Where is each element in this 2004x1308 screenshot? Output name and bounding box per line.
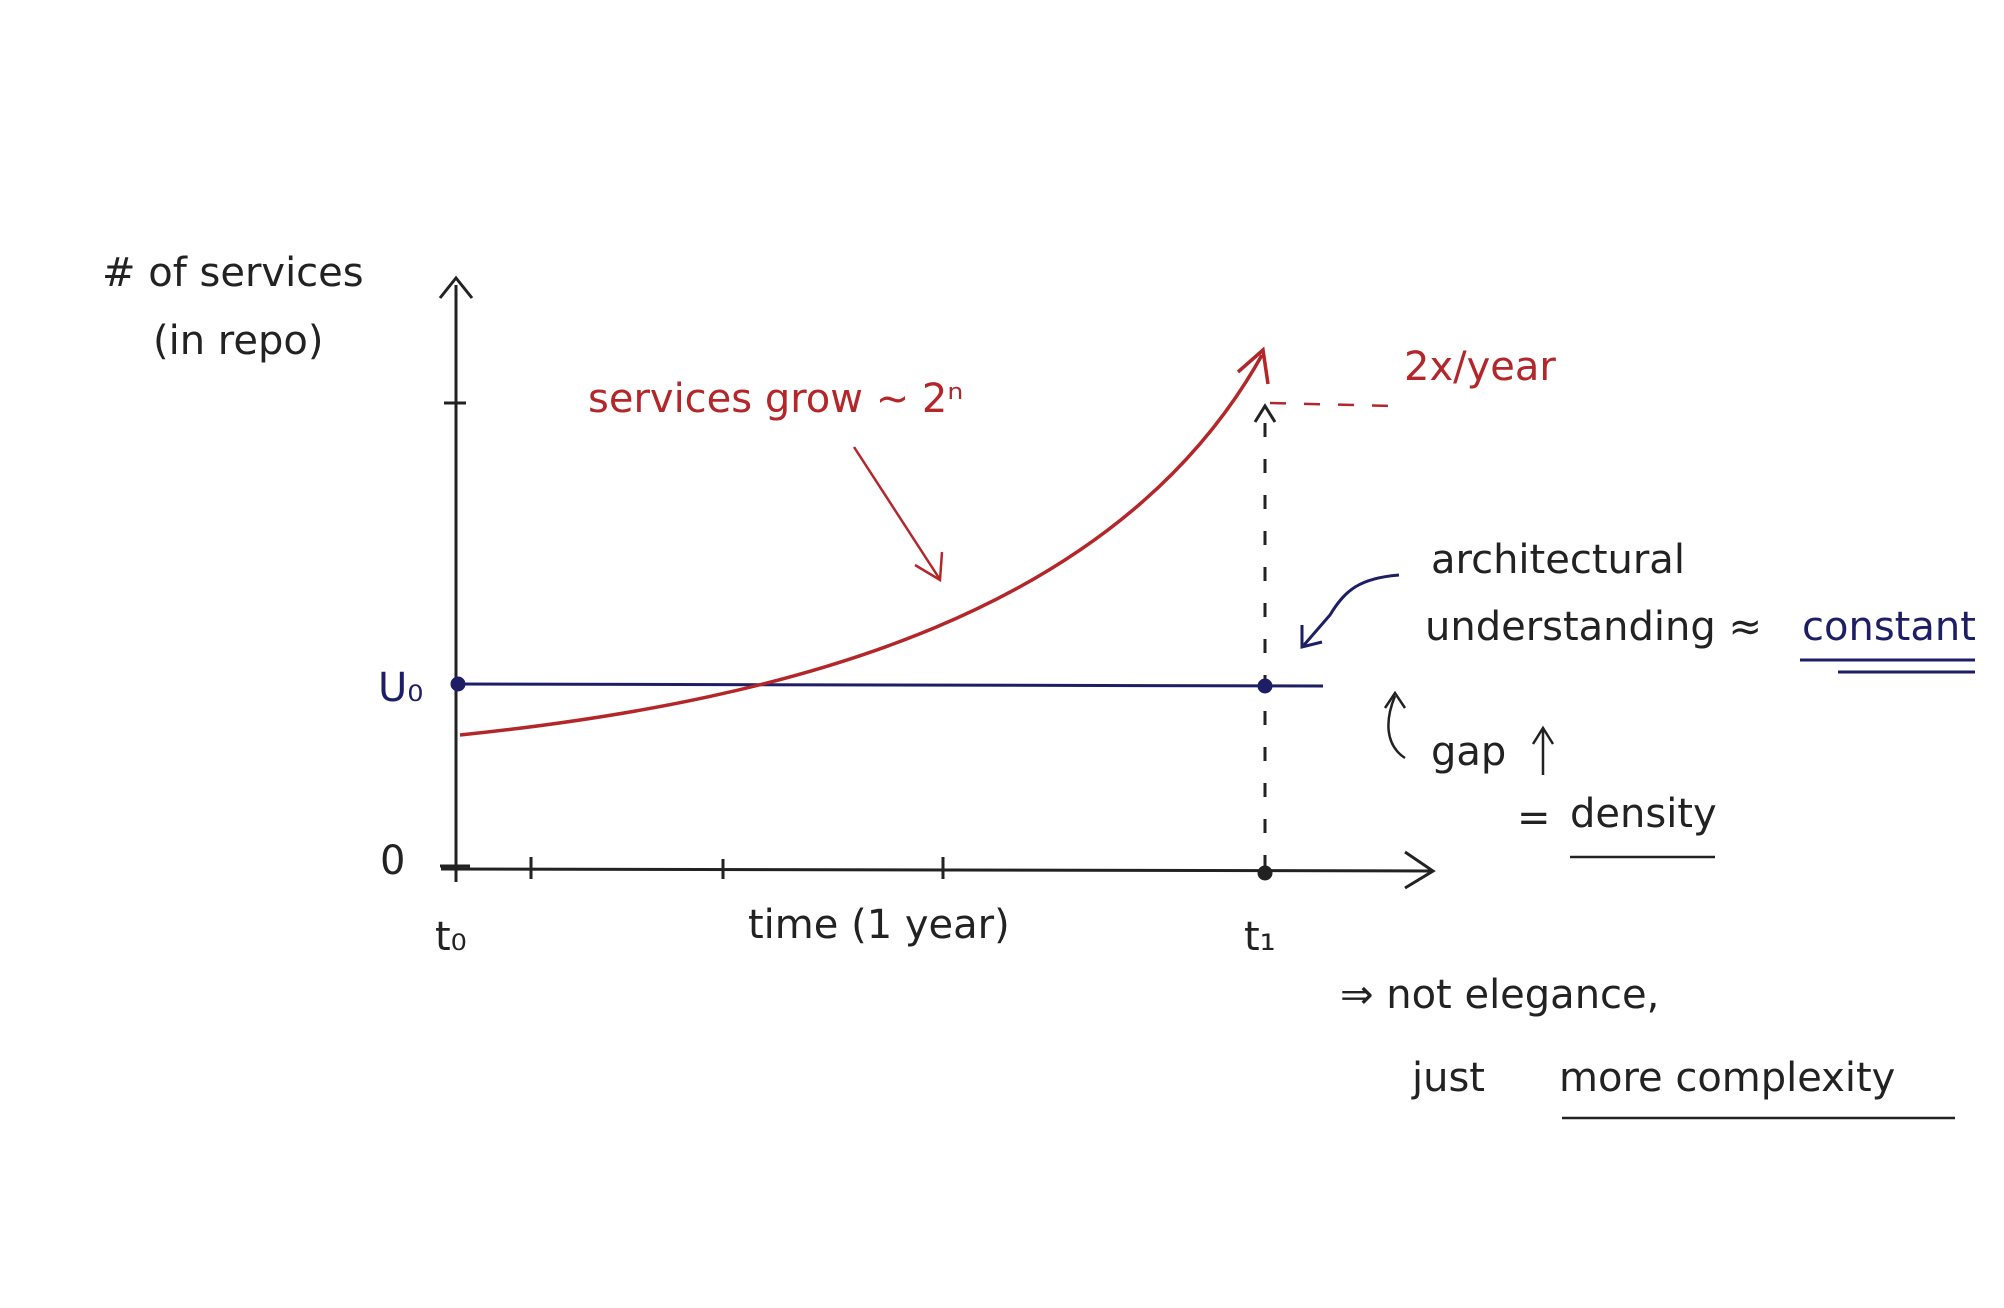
t1-dot: [1257, 865, 1273, 881]
x-arrowhead: [1404, 850, 1436, 890]
conclusion: just: [1411, 1055, 1485, 1101]
conclusion-emphasis: more complexity: [1559, 1055, 1895, 1101]
gap-note: gap: [1431, 729, 1506, 775]
rate-note: 2x/year: [1404, 344, 1556, 390]
t1-arrowhead: [1253, 403, 1277, 423]
equals: =: [1517, 795, 1551, 841]
understanding-note: architectural: [1431, 537, 1685, 583]
y-label: # of services: [102, 250, 364, 296]
conclusion: ⇒ not elegance,: [1340, 972, 1659, 1018]
x-label: time (1 year): [748, 902, 1010, 948]
constant-note: constant: [1802, 604, 1976, 650]
understanding-line: [450, 573, 1975, 694]
density-note: density: [1570, 791, 1717, 837]
y-label: (in repo): [153, 318, 323, 364]
growth-curve: [459, 346, 1396, 737]
y-zero-label: 0: [380, 838, 405, 884]
y-arrowhead: [438, 275, 474, 299]
t1-label: t₁: [1244, 914, 1276, 960]
axes: [438, 275, 1436, 890]
understanding-note: understanding ≈: [1425, 604, 1762, 650]
u0-label: U₀: [378, 665, 423, 711]
growth-note: services grow ~ 2ⁿ: [588, 376, 963, 422]
x-axis: [440, 867, 1432, 873]
blue-arrow: [1302, 573, 1400, 646]
t0-label: t₀: [435, 914, 467, 960]
gap-arrows: [1383, 690, 1955, 1120]
